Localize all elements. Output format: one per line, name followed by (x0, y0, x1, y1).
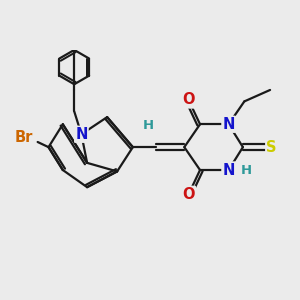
Text: N: N (222, 163, 235, 178)
Text: O: O (182, 92, 195, 107)
Text: Br: Br (15, 130, 33, 145)
Text: N: N (75, 127, 88, 142)
Text: H: H (241, 164, 252, 176)
Text: N: N (222, 117, 235, 132)
Text: S: S (266, 140, 277, 154)
Text: H: H (143, 119, 154, 132)
Text: O: O (182, 187, 195, 202)
